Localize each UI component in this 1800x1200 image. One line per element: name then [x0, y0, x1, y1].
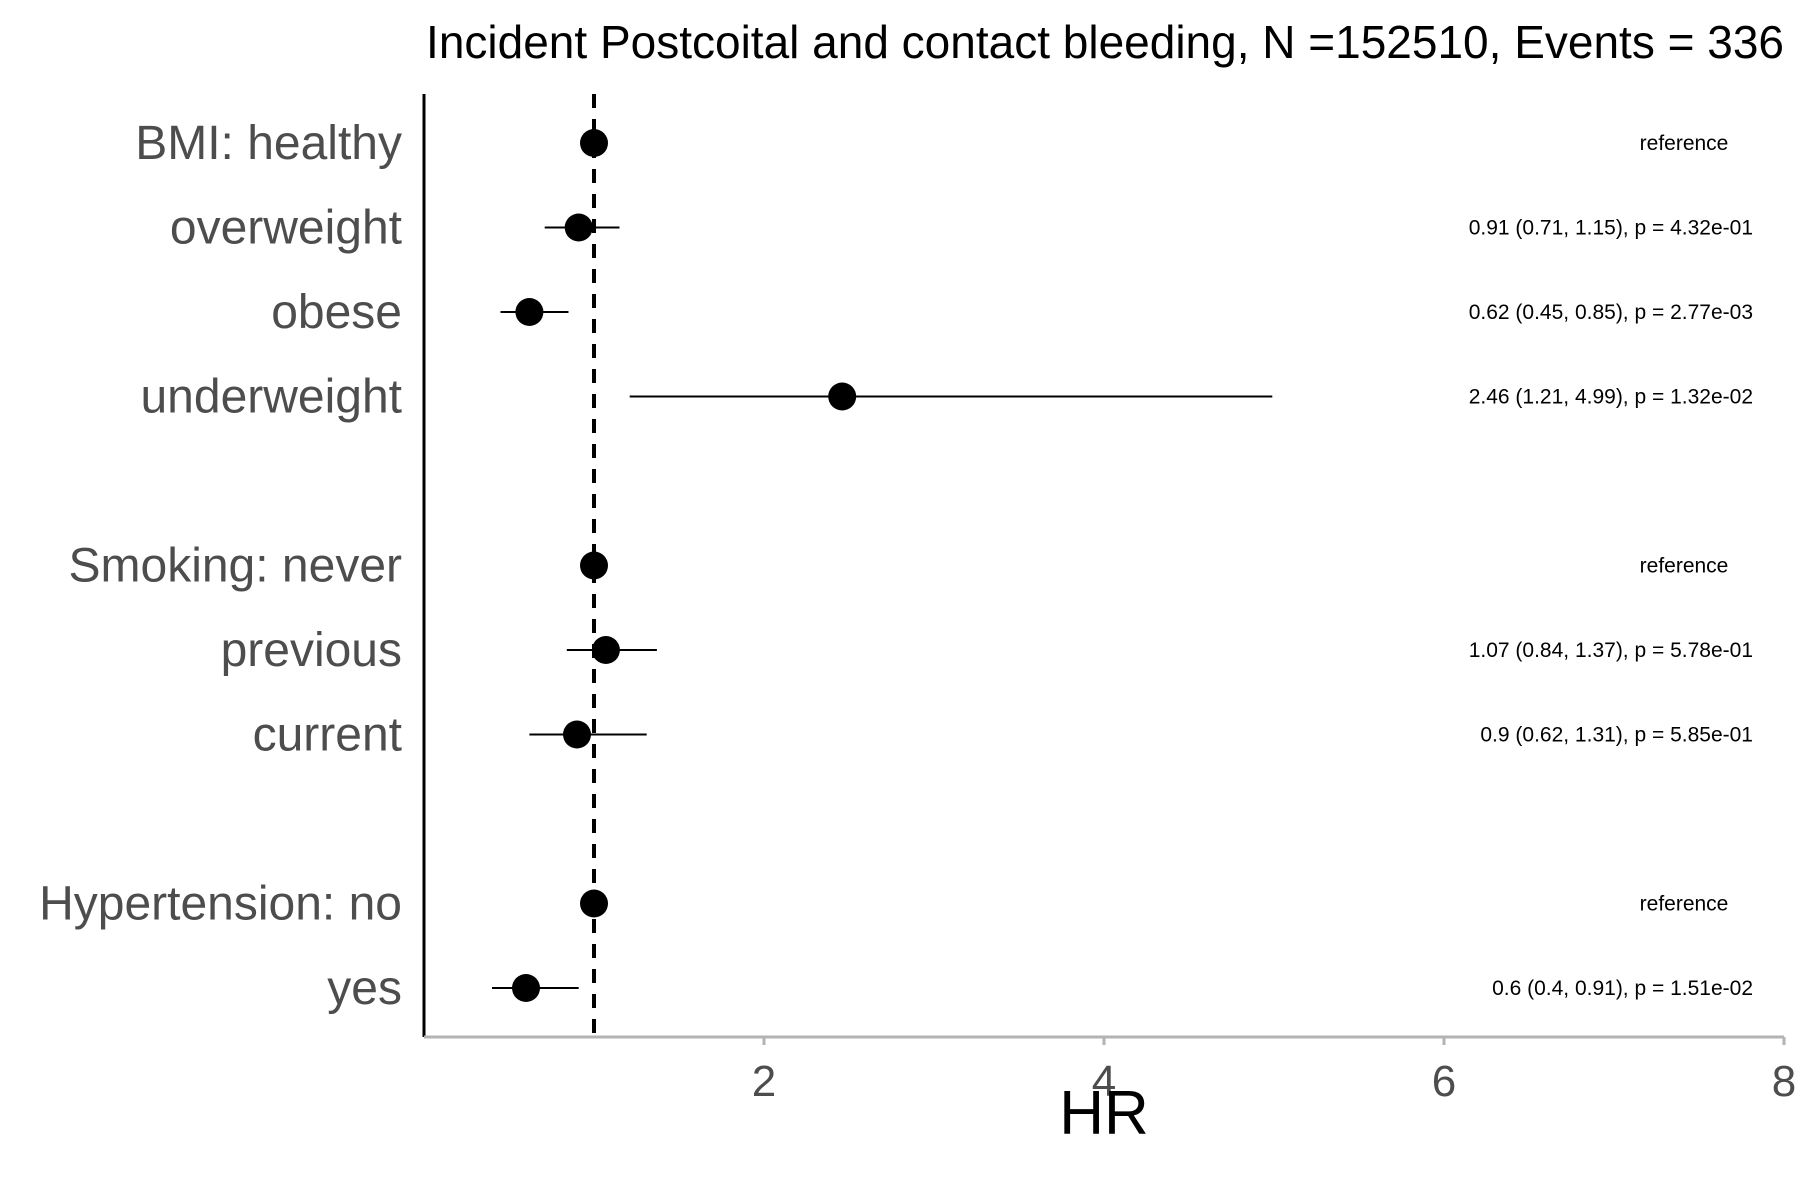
- x-tick-label: 6: [1432, 1057, 1456, 1106]
- row-label: overweight: [170, 202, 402, 255]
- estimate-annotation: 1.07 (0.84, 1.37), p = 5.78e-01: [1469, 639, 1753, 662]
- hr-point: [564, 213, 593, 242]
- row-label: Hypertension: no: [39, 878, 402, 931]
- estimate-annotation: 0.6 (0.4, 0.91), p = 1.51e-02: [1492, 977, 1753, 1000]
- row-label: yes: [327, 962, 402, 1015]
- hr-point: [828, 382, 857, 411]
- row-label: obese: [271, 286, 402, 339]
- estimate-annotation: reference: [1640, 132, 1729, 155]
- confidence-intervals: [492, 226, 1273, 989]
- row-label: underweight: [140, 371, 402, 424]
- x-axis-title: HR: [1059, 1079, 1149, 1148]
- hr-point: [563, 720, 591, 749]
- row-label: current: [253, 709, 402, 762]
- hr-point: [580, 551, 608, 580]
- estimate-annotation: 2.46 (1.21, 4.99), p = 1.32e-02: [1469, 386, 1753, 409]
- x-axis-ticks: 2 4 6 8: [752, 1037, 1796, 1106]
- estimate-annotation: reference: [1640, 893, 1729, 916]
- x-tick-label: 2: [752, 1057, 776, 1106]
- x-tick-label: 8: [1772, 1057, 1796, 1106]
- estimate-annotations: reference 0.91 (0.71, 1.15), p = 4.32e-01…: [1469, 132, 1753, 1000]
- hr-point: [580, 129, 608, 157]
- chart-title: Incident Postcoital and contact bleeding…: [426, 16, 1784, 68]
- estimate-annotation: 0.9 (0.62, 1.31), p = 5.85e-01: [1480, 724, 1753, 747]
- row-label: BMI: healthy: [135, 117, 402, 170]
- estimate-annotation: 0.62 (0.45, 0.85), p = 2.77e-03: [1469, 301, 1753, 324]
- x-tick-label: 4: [1092, 1057, 1116, 1106]
- row-label: previous: [221, 624, 402, 677]
- estimate-annotation: 0.91 (0.71, 1.15), p = 4.32e-01: [1469, 217, 1753, 240]
- estimate-annotation: reference: [1640, 555, 1729, 578]
- hr-point: [580, 889, 608, 918]
- hr-point: [591, 636, 620, 664]
- hr-point: [512, 974, 540, 1002]
- row-labels: BMI: healthy overweight obese underweight Sm…: [39, 117, 402, 1015]
- hr-point: [515, 298, 544, 326]
- hazard-ratio-points: [512, 129, 857, 1002]
- row-label: Smoking: never: [69, 540, 403, 593]
